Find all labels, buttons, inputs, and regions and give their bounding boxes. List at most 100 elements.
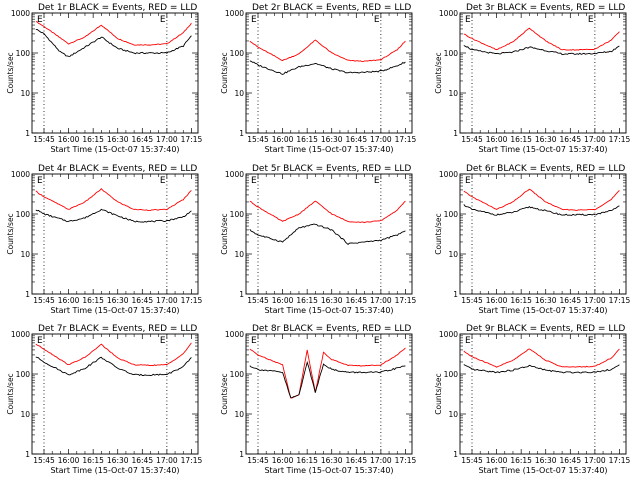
x-tick-label: 15:45 xyxy=(461,135,483,144)
x-tick-label: 15:45 xyxy=(461,296,483,305)
plot-frame xyxy=(459,333,627,455)
x-axis-label: Start Time (15-Oct-07 15:37:40) xyxy=(50,466,179,475)
x-tick-label: 17:00 xyxy=(156,135,178,144)
y-tick-label: 100 xyxy=(16,370,31,379)
series-lld-line xyxy=(35,21,192,46)
x-tick-label: 16:45 xyxy=(345,456,367,465)
y-tick-label: 1 xyxy=(25,129,30,138)
x-tick-label: 15:45 xyxy=(33,296,55,305)
y-tick-label: 10 xyxy=(20,250,30,259)
x-axis-label: Start Time (15-Oct-07 15:37:40) xyxy=(264,145,393,154)
x-tick-label: 16:00 xyxy=(58,135,80,144)
y-axis-label: Counts/sec xyxy=(220,52,229,93)
x-axis-label: Start Time (15-Oct-07 15:37:40) xyxy=(478,145,607,154)
y-axis-label: Counts/sec xyxy=(434,52,443,93)
series-events-line xyxy=(249,360,406,399)
y-tick-label: 10 xyxy=(448,89,458,98)
y-tick-label: 100 xyxy=(444,370,459,379)
y-tick-label: 100 xyxy=(230,210,245,219)
chart-title: Det 9r BLACK = Events, RED = LLD xyxy=(466,324,625,334)
x-tick-label: 16:15 xyxy=(296,456,318,465)
x-tick-label: 17:15 xyxy=(609,296,631,305)
marker-label: E xyxy=(465,15,471,25)
chart-panel: Det 3r BLACK = Events, RED = LLD 1 10 100 10… xyxy=(434,3,630,154)
x-tick-label: 16:30 xyxy=(535,135,557,144)
y-tick-label: 1000 xyxy=(439,9,458,18)
y-tick-label: 1 xyxy=(453,290,458,299)
x-tick-label: 16:15 xyxy=(82,456,104,465)
plot-frame xyxy=(459,12,627,134)
series-events-line xyxy=(463,364,620,374)
x-tick-label: 17:00 xyxy=(156,296,178,305)
x-tick-label: 16:00 xyxy=(58,296,80,305)
plot-frame xyxy=(459,173,627,295)
series-events-line xyxy=(249,223,406,245)
x-tick-label: 16:45 xyxy=(559,135,581,144)
x-tick-label: 16:45 xyxy=(345,296,367,305)
x-tick-label: 16:45 xyxy=(131,296,153,305)
chart-panel: Det 1r BLACK = Events, RED = LLD 1 10 100 10… xyxy=(6,3,202,154)
x-tick-label: 16:15 xyxy=(296,135,318,144)
x-tick-label: 16:45 xyxy=(559,456,581,465)
chart-panel: Det 4r BLACK = Events, RED = LLD 1 10 100 10… xyxy=(6,164,202,315)
x-tick-label: 16:30 xyxy=(107,296,129,305)
y-tick-label: 1000 xyxy=(11,170,30,179)
y-tick-label: 1000 xyxy=(439,170,458,179)
chart-title: Det 2r BLACK = Events, RED = LLD xyxy=(252,3,411,13)
chart-title: Det 8r BLACK = Events, RED = LLD xyxy=(252,324,411,334)
series-lld-line xyxy=(463,348,620,368)
y-tick-label: 10 xyxy=(448,250,458,259)
chart-panel: Det 8r BLACK = Events, RED = LLD 1 10 100 10… xyxy=(220,324,416,475)
marker-label: E xyxy=(588,176,594,186)
x-tick-label: 17:00 xyxy=(370,135,392,144)
y-tick-label: 1 xyxy=(239,450,244,459)
y-tick-label: 100 xyxy=(16,49,31,58)
marker-label: E xyxy=(588,15,594,25)
x-tick-label: 15:45 xyxy=(247,135,269,144)
y-axis-label: Counts/sec xyxy=(6,373,15,414)
marker-label: E xyxy=(160,336,166,346)
x-tick-label: 15:45 xyxy=(247,296,269,305)
plot-frame xyxy=(31,333,199,455)
x-tick-label: 16:15 xyxy=(510,456,532,465)
y-axis-label: Counts/sec xyxy=(6,213,15,254)
x-tick-label: 17:15 xyxy=(609,135,631,144)
x-tick-label: 16:00 xyxy=(58,456,80,465)
x-tick-label: 16:45 xyxy=(131,135,153,144)
marker-label: E xyxy=(37,15,43,25)
x-axis-label: Start Time (15-Oct-07 15:37:40) xyxy=(264,306,393,315)
x-tick-label: 17:15 xyxy=(395,456,417,465)
x-tick-label: 16:15 xyxy=(510,135,532,144)
x-tick-label: 17:00 xyxy=(156,456,178,465)
y-tick-label: 100 xyxy=(16,210,31,219)
x-tick-label: 17:15 xyxy=(181,135,203,144)
x-tick-label: 16:15 xyxy=(82,296,104,305)
y-tick-label: 1 xyxy=(239,290,244,299)
x-axis-label: Start Time (15-Oct-07 15:37:40) xyxy=(50,306,179,315)
marker-label: E xyxy=(160,15,166,25)
x-tick-label: 16:30 xyxy=(321,456,343,465)
marker-label: E xyxy=(588,336,594,346)
y-tick-label: 1000 xyxy=(225,9,244,18)
x-tick-label: 16:30 xyxy=(107,456,129,465)
series-events-line xyxy=(35,356,192,376)
chart-title: Det 7r BLACK = Events, RED = LLD xyxy=(38,324,197,334)
chart-panel: Det 5r BLACK = Events, RED = LLD 1 10 100 10… xyxy=(220,164,416,315)
series-events-line xyxy=(463,45,620,56)
x-tick-label: 15:45 xyxy=(33,135,55,144)
plot-frame xyxy=(245,12,413,134)
series-events-line xyxy=(35,208,192,223)
series-lld-line xyxy=(249,39,406,63)
x-tick-label: 16:45 xyxy=(559,296,581,305)
x-tick-label: 16:00 xyxy=(272,135,294,144)
marker-label: E xyxy=(465,176,471,186)
marker-label: E xyxy=(374,336,380,346)
x-axis-label: Start Time (15-Oct-07 15:37:40) xyxy=(264,466,393,475)
y-tick-label: 1 xyxy=(453,129,458,138)
y-tick-label: 1 xyxy=(25,290,30,299)
x-tick-label: 16:30 xyxy=(321,296,343,305)
x-tick-label: 16:15 xyxy=(296,296,318,305)
x-tick-label: 16:15 xyxy=(82,135,104,144)
y-axis-label: Counts/sec xyxy=(220,373,229,414)
